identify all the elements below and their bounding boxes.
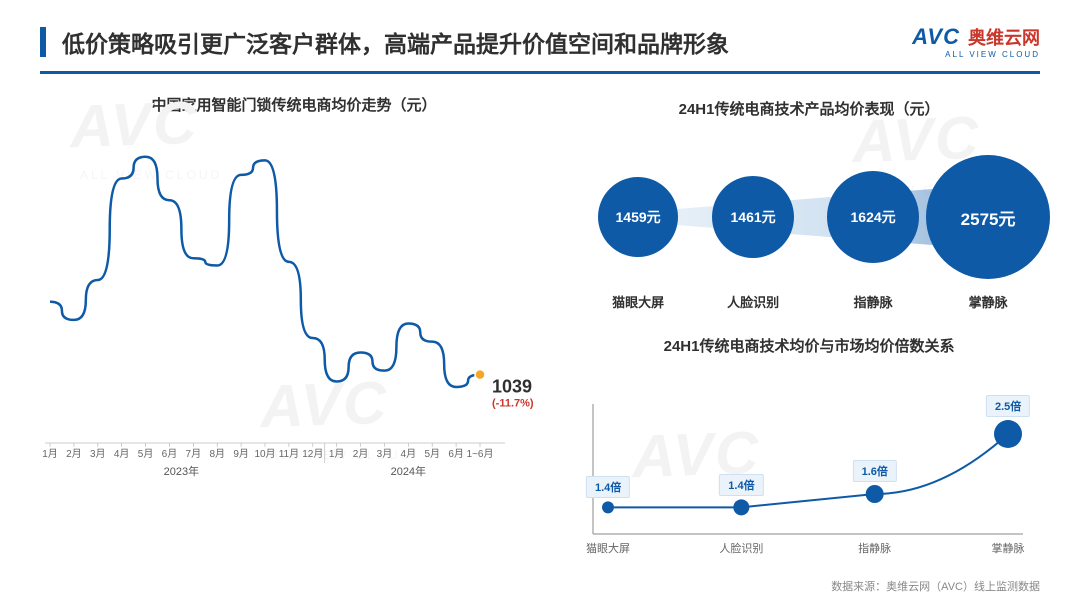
data-source: 数据来源：奥维云网（AVC）线上监测数据 — [831, 578, 1040, 594]
ratio-badge: 1.6倍 — [853, 460, 897, 482]
ratio-badge: 1.4倍 — [719, 474, 763, 496]
left-panel: 中国家用智能门锁传统电商均价走势（元） 1039(-11.7%) 1月 2月 3月 4月… — [40, 94, 548, 564]
x-tick-label: 11月 — [279, 448, 299, 460]
highlight-value: 1039 — [492, 377, 532, 397]
page-title: 低价策略吸引更广泛客户群体，高端产品提升价值空间和品牌形象 — [62, 25, 912, 59]
x-tick-label: 5月 — [424, 448, 440, 460]
x-tick-label: 10月 — [254, 448, 275, 460]
x-tick-label: 9月 — [233, 448, 249, 460]
bubble-label: 指静脉 — [854, 292, 893, 311]
year-group-label: 2024年 — [391, 464, 426, 478]
logo-sub: ALL VIEW CLOUD — [945, 50, 1040, 59]
bubble-label: 掌静脉 — [969, 292, 1008, 311]
bubble-item: 2575元 — [926, 155, 1050, 279]
logo: AVC 奥维云网 ALL VIEW CLOUD — [912, 24, 1040, 59]
year-group-label: 2023年 — [164, 464, 199, 478]
x-tick-label: 3月 — [377, 448, 393, 460]
bubble-label: 人脸识别 — [727, 292, 779, 311]
ratio-chart: 猫眼大屏 人脸识别 指静脉 掌静脉 1.4倍 1.4倍 1.6倍 2.5倍 — [578, 384, 1040, 564]
ratio-point — [733, 499, 749, 515]
bubble-item: 1461元 — [712, 176, 794, 258]
logo-cn: 奥维云网 — [968, 24, 1040, 50]
ratio-x-label: 人脸识别 — [719, 541, 763, 555]
highlight-delta: (-11.7%) — [492, 398, 534, 410]
logo-text: AVC — [912, 24, 960, 50]
highlight-point — [475, 370, 485, 380]
ratio-badge: 2.5倍 — [986, 395, 1030, 417]
x-tick-label: 2月 — [353, 448, 369, 460]
ratio-point — [866, 485, 884, 503]
ratio-chart-title: 24H1传统电商技术均价与市场均价倍数关系 — [578, 335, 1040, 356]
bubble-chart: 1459元猫眼大屏1461元人脸识别1624元指静脉2575元掌静脉 — [578, 137, 1040, 307]
content: 中国家用智能门锁传统电商均价走势（元） 1039(-11.7%) 1月 2月 3月 4月… — [0, 84, 1080, 564]
x-tick-label: 6月 — [162, 448, 178, 460]
accent-bar — [40, 27, 46, 57]
trend-line — [50, 157, 480, 387]
ratio-x-label: 指静脉 — [858, 541, 891, 555]
ratio-x-label: 掌静脉 — [992, 541, 1025, 555]
x-tick-label: 3月 — [90, 448, 106, 460]
bubble-item: 1624元 — [827, 171, 919, 263]
bubble-item: 1459元 — [598, 177, 678, 257]
x-tick-label: 7月 — [186, 448, 202, 460]
ratio-badge: 1.4倍 — [586, 476, 630, 498]
x-tick-label: 12月 — [302, 448, 323, 460]
x-tick-label: 4月 — [114, 448, 130, 460]
x-tick-label: 4月 — [401, 448, 417, 460]
line-chart-title: 中国家用智能门锁传统电商均价走势（元） — [40, 94, 548, 115]
ratio-point — [994, 420, 1022, 448]
right-panel: 24H1传统电商技术产品均价表现（元） 1459元猫眼大屏1461元人脸识别16… — [578, 94, 1040, 564]
x-tick-label: 6月 — [448, 448, 464, 460]
ratio-line — [608, 434, 1008, 507]
bubble-label: 猫眼大屏 — [612, 292, 664, 311]
bubble-chart-title: 24H1传统电商技术产品均价表现（元） — [578, 98, 1040, 119]
x-tick-label: 5月 — [138, 448, 154, 460]
ratio-point — [602, 501, 614, 513]
x-tick-label: 2月 — [66, 448, 82, 460]
x-tick-label: 8月 — [209, 448, 225, 460]
x-tick-label: 1~6月 — [467, 448, 494, 460]
ratio-x-label: 猫眼大屏 — [586, 541, 630, 555]
header: 低价策略吸引更广泛客户群体，高端产品提升价值空间和品牌形象 AVC 奥维云网 A… — [0, 0, 1080, 71]
x-tick-label: 1月 — [42, 448, 58, 460]
x-tick-label: 1月 — [329, 448, 345, 460]
header-divider — [40, 71, 1040, 74]
line-chart: 1039(-11.7%) 1月 2月 3月 4月 5月 6月 7月 8月 9月 10月 11月12月 1… — [40, 125, 548, 475]
